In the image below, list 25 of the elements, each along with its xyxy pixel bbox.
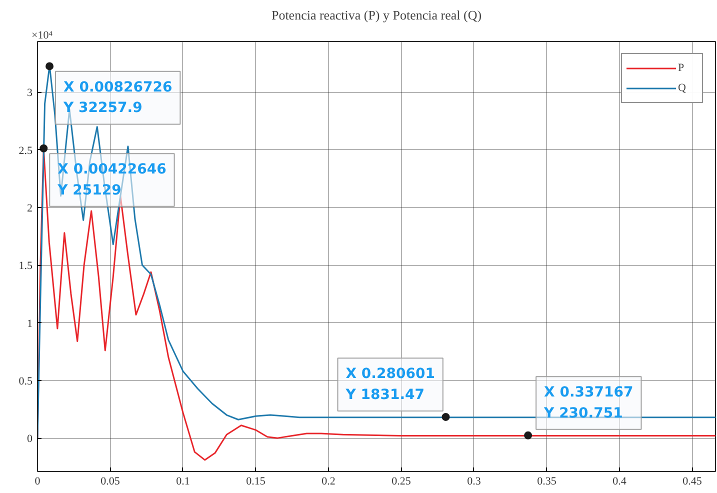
- annotation: X 0.280601 Y 1831.47: [344, 366, 435, 403]
- x-tick-label: 0.3: [467, 476, 482, 488]
- annotation: ×10⁴: [32, 30, 53, 42]
- y-tick-label: 2.5: [18, 144, 33, 157]
- chart-title: Potencia reactiva (P) y Potencia real (Q): [271, 8, 482, 22]
- legend-label: Q: [678, 82, 687, 94]
- x-tick-label: 0.35: [537, 476, 557, 488]
- y-tick-label: 2: [27, 202, 32, 215]
- x-tick-label: 0: [34, 476, 41, 488]
- y-tick-label: 3: [27, 87, 33, 100]
- x-tick-label: 0.25: [392, 476, 412, 488]
- annotation: X 0.00826726 Y 32257.9: [62, 79, 172, 116]
- x-tick-label: 0.4: [612, 476, 627, 488]
- legend-label: P: [678, 62, 686, 74]
- x-tick-label: 0.45: [682, 476, 702, 488]
- x-tick-label: 0.2: [322, 476, 336, 488]
- annotation: X 0.00422646 Y 25129: [56, 162, 166, 198]
- annotation: X 0.337167 Y 230.751: [543, 384, 634, 422]
- y-tick-label: 1: [27, 318, 32, 330]
- x-tick-label: 0.1: [176, 476, 190, 488]
- y-tick-label: 0: [27, 433, 33, 446]
- y-tick-label: 1.5: [18, 260, 33, 272]
- x-tick-label: 0.15: [246, 476, 266, 488]
- y-tick-label: 0.5: [18, 375, 33, 388]
- x-tick-label: 0.05: [100, 476, 120, 488]
